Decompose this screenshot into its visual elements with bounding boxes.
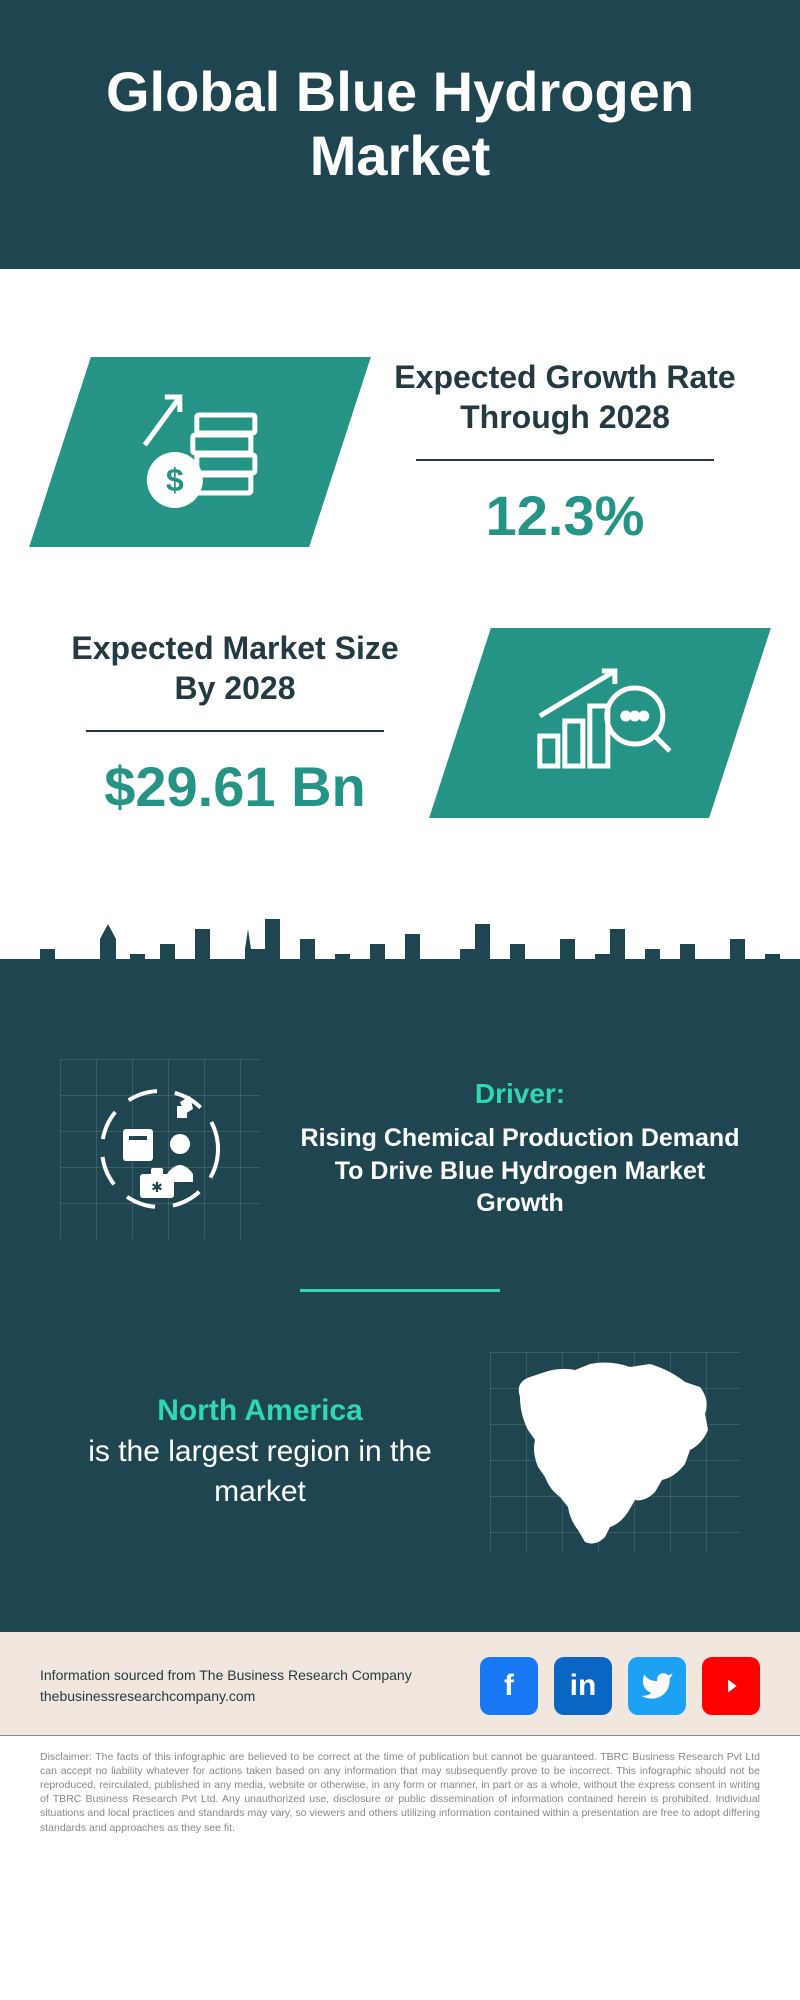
stat-divider [416,459,714,461]
region-highlight: North America [157,1394,363,1427]
source-line: Information sourced from The Business Re… [40,1667,412,1683]
stat-label: Expected Market Size By 2028 [60,628,410,708]
divider-gap [0,269,800,297]
analytics-icon [520,656,680,791]
stat-icon-box [429,628,771,818]
region-rest: is the largest region in the market [88,1435,432,1509]
region-text: North America is the largest region in t… [60,1391,460,1513]
linkedin-icon[interactable]: in [554,1657,612,1715]
stat-divider [86,730,384,732]
stat-value: 12.3% [390,483,740,548]
stat-label: Expected Growth Rate Through 2028 [390,357,740,437]
section-divider [300,1289,500,1292]
driver-text: Driver: Rising Chemical Production Deman… [300,1078,740,1220]
twitter-icon[interactable] [628,1657,686,1715]
stat-text-block: Expected Growth Rate Through 2028 12.3% [390,357,740,548]
stat-value: $29.61 Bn [60,754,410,819]
footer-bar: Information sourced from The Business Re… [0,1632,800,1735]
stat-icon-box: $ [29,357,371,547]
youtube-icon[interactable] [702,1657,760,1715]
dark-section: ✱ Driver: Rising Chemical Production Dem… [0,1019,800,1632]
disclaimer-text: Disclaimer: The facts of this infographi… [0,1735,800,1865]
skyline-divider [0,899,800,1019]
facebook-icon[interactable]: f [480,1657,538,1715]
page-title: Global Blue Hydrogen Market [40,60,760,189]
stat-text-block: Expected Market Size By 2028 $29.61 Bn [60,628,410,819]
grid-pattern [60,1059,260,1239]
map-box [490,1352,740,1552]
driver-label: Driver: [300,1078,740,1110]
svg-text:$: $ [166,462,184,498]
footer-source: Information sourced from The Business Re… [40,1665,412,1707]
social-icons: f in [480,1657,760,1715]
money-growth-icon: $ [125,385,275,520]
stat-row-growth: $ Expected Growth Rate Through 2028 12.3… [60,357,740,548]
driver-row: ✱ Driver: Rising Chemical Production Dem… [60,1059,740,1239]
grid-pattern [490,1352,740,1552]
stat-row-market-size: Expected Market Size By 2028 $29.61 Bn [60,628,740,819]
driver-icon-box: ✱ [60,1059,260,1239]
region-row: North America is the largest region in t… [60,1352,740,1552]
stats-section: $ Expected Growth Rate Through 2028 12.3… [0,297,800,899]
driver-description: Rising Chemical Production Demand To Dri… [300,1122,740,1220]
header: Global Blue Hydrogen Market [0,0,800,269]
company-url: thebusinessresearchcompany.com [40,1686,412,1707]
